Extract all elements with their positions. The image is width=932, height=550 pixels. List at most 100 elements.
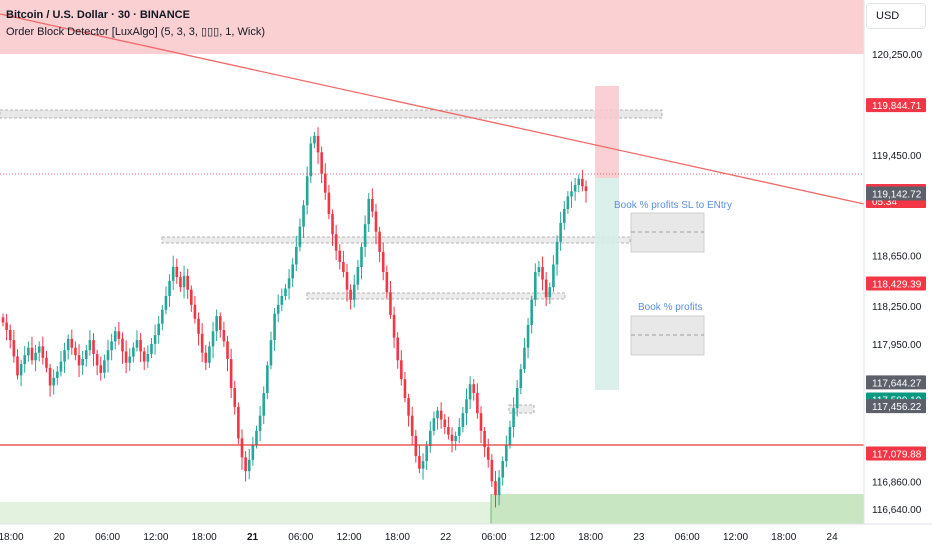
- position-target-zone[interactable]: [595, 178, 619, 390]
- candle: [508, 427, 512, 445]
- candle: [12, 340, 16, 357]
- candle: [45, 357, 48, 368]
- candle: [142, 351, 146, 362]
- candle: [407, 398, 410, 416]
- candle: [381, 251, 385, 273]
- time-tick-label: 12:00: [143, 532, 168, 543]
- candle: [443, 419, 447, 428]
- candle: [570, 191, 573, 197]
- time-tick-label: 12:00: [723, 532, 748, 543]
- candle: [135, 340, 139, 348]
- candle: [182, 275, 186, 288]
- candle: [544, 279, 548, 298]
- candle: [410, 415, 414, 436]
- candle: [389, 292, 392, 315]
- candle: [74, 347, 77, 356]
- candle: [211, 331, 215, 347]
- candle: [218, 316, 222, 331]
- price-label[interactable]: [866, 399, 926, 414]
- candle: [128, 356, 132, 363]
- candle: [280, 295, 284, 305]
- order-block-band-mid: [161, 236, 631, 244]
- candle: [584, 186, 588, 192]
- candle: [291, 264, 294, 279]
- candle: [200, 333, 204, 353]
- time-tick-label: 06:00: [288, 532, 313, 543]
- price-label[interactable]: [866, 375, 926, 390]
- candle: [186, 275, 189, 290]
- candle: [385, 272, 389, 293]
- candle: [334, 234, 338, 251]
- candle: [432, 418, 436, 431]
- bearish-order-block-zone: [0, 0, 864, 54]
- price-label[interactable]: [866, 446, 926, 461]
- candle: [106, 350, 110, 361]
- price-axis[interactable]: [864, 0, 932, 524]
- annotation-text-sl-entry[interactable]: Book % profits SL to ENtry: [614, 200, 732, 211]
- candlestick-series: [1, 127, 588, 508]
- candle: [457, 427, 461, 436]
- candle: [566, 196, 570, 210]
- candle: [472, 384, 476, 394]
- candle: [92, 340, 95, 354]
- candle: [305, 176, 309, 206]
- candle: [363, 224, 367, 247]
- position-stop-zone[interactable]: [595, 86, 619, 178]
- candle: [534, 272, 537, 300]
- candle: [229, 359, 233, 389]
- indicator-legend[interactable]: Order Block Detector [LuxAlgo] (5, 3, 3,…: [6, 26, 266, 38]
- candle: [215, 316, 218, 332]
- price-label[interactable]: [866, 276, 926, 291]
- candle: [251, 444, 255, 460]
- descending-trendline[interactable]: [0, 13, 865, 205]
- price-tick-label: 116,860.00: [872, 477, 922, 488]
- candle: [374, 211, 378, 232]
- candle: [269, 340, 273, 366]
- candle: [450, 434, 454, 441]
- candle: [331, 214, 334, 235]
- annotation-text-profits[interactable]: Book % profits: [638, 302, 702, 313]
- candle: [99, 365, 103, 373]
- candle: [313, 135, 316, 144]
- time-tick-label: 23: [633, 532, 645, 543]
- price-tick-label: 120,250.00: [872, 50, 922, 61]
- time-tick-label: 21: [247, 532, 259, 543]
- price-axis-ticks: 120,250.00 119,450.00 118,650.00 118,250.00…: [872, 50, 922, 516]
- price-label[interactable]: [866, 186, 926, 201]
- candle: [403, 379, 407, 399]
- candle: [555, 241, 559, 265]
- candle: [247, 459, 251, 472]
- price-label-text: 117,456.22: [872, 402, 922, 413]
- candle: [110, 341, 113, 351]
- price-label[interactable]: [866, 98, 926, 113]
- candle: [439, 410, 443, 420]
- time-tick-label: 18:00: [385, 532, 410, 543]
- candle: [124, 351, 128, 363]
- candle: [139, 340, 142, 352]
- candle: [367, 198, 371, 225]
- time-tick-label: 12:00: [530, 532, 555, 543]
- countdown-text: 05:34: [872, 197, 897, 208]
- time-tick-label: 12:00: [337, 532, 362, 543]
- candle: [490, 459, 494, 482]
- time-axis-ticks[interactable]: 18:00 20 06:00 12:00 18:00 21 06:00 12:00 18:00 2…: [0, 532, 838, 543]
- candle: [421, 461, 425, 469]
- candle: [548, 287, 552, 298]
- candle: [48, 367, 52, 386]
- time-tick-label: 22: [440, 532, 452, 543]
- candle: [150, 343, 153, 354]
- candle: [81, 359, 84, 366]
- candle: [287, 278, 291, 289]
- candle: [179, 277, 182, 288]
- candle: [494, 481, 497, 496]
- price-label-text: 119,844.71: [872, 101, 922, 112]
- candle: [5, 322, 8, 331]
- price-tick-label: 116,640.00: [872, 505, 922, 516]
- currency-button[interactable]: USD: [866, 3, 926, 29]
- price-label-text: 117,644.27: [872, 378, 922, 389]
- candle: [77, 355, 81, 366]
- candle: [19, 364, 23, 376]
- candle: [8, 330, 12, 341]
- candle: [465, 399, 468, 414]
